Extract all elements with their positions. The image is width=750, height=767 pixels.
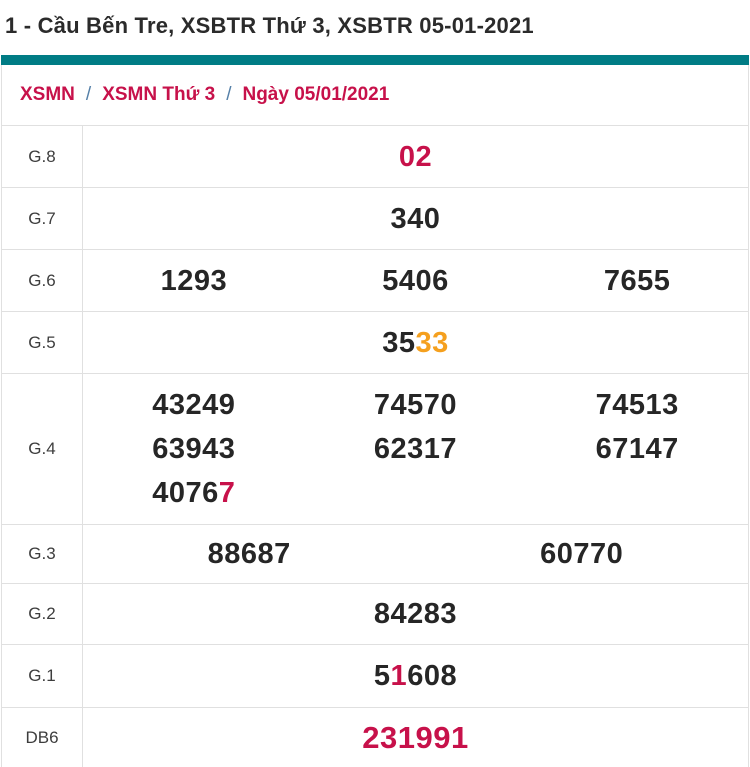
prize-label-g6: G.6: [2, 250, 83, 311]
prize-value-g5-black: 35: [382, 326, 416, 359]
prize-label-g2: G.2: [2, 584, 83, 644]
prize-value-g4-3: 74513: [595, 389, 679, 421]
prize-row-g1: G.1 5 1 608: [2, 645, 748, 708]
prize-label-g4: G.4: [2, 374, 83, 524]
prize-label-g5: G.5: [2, 312, 83, 373]
prize-value-g4-7-red: 7: [218, 477, 236, 509]
prize-row-g8: G.8 02: [2, 126, 748, 188]
prize-label-g1: G.1: [2, 645, 83, 707]
prize-row-g7: G.7 340: [2, 188, 748, 250]
prize-value-g4-7-black: 4076: [152, 477, 219, 509]
prize-label-g3: G.3: [2, 525, 83, 583]
prize-value-g1-seg1: 5: [373, 660, 391, 692]
prize-value-g8: 02: [398, 140, 433, 173]
breadcrumb: XSMN / XSMN Thứ 3 / Ngày 05/01/2021: [2, 65, 748, 126]
prize-label-g7: G.7: [2, 188, 83, 249]
prize-value-g2: 84283: [373, 598, 458, 630]
breadcrumb-link-xsmn[interactable]: XSMN: [20, 84, 75, 105]
prize-value-g6-2: 5406: [382, 264, 449, 297]
page-title: 1 - Cầu Bến Tre, XSBTR Thứ 3, XSBTR 05-0…: [5, 13, 534, 38]
breadcrumb-link-date[interactable]: Ngày 05/01/2021: [242, 84, 390, 105]
prize-value-g4-5: 62317: [373, 433, 458, 465]
prize-value-g5-orange: 33: [415, 326, 449, 359]
prize-value-g3-2: 60770: [540, 538, 624, 570]
breadcrumb-link-xsmn-thu3[interactable]: XSMN Thứ 3: [102, 84, 216, 105]
prize-row-g4: G.4 43249 74570 74513 63943 62317 67147 …: [2, 374, 748, 525]
prize-row-g2: G.2 84283: [2, 584, 748, 645]
breadcrumb-separator: /: [85, 84, 92, 105]
prize-value-g4-1: 43249: [152, 389, 236, 421]
lottery-results-table: XSMN / XSMN Thứ 3 / Ngày 05/01/2021 G.8 …: [1, 65, 749, 767]
prize-label-db6: DB6: [2, 708, 83, 767]
prize-value-g7: 340: [390, 202, 441, 235]
prize-value-g4-4: 63943: [152, 433, 236, 465]
prize-label-g8: G.8: [2, 126, 83, 187]
prize-value-g1-seg2: 1: [390, 660, 408, 692]
prize-row-db6: DB6 231991: [2, 708, 748, 767]
breadcrumb-separator: /: [226, 84, 232, 105]
prize-row-g6: G.6 1293 5406 7655: [2, 250, 748, 312]
prize-value-g3-1: 88687: [207, 538, 291, 570]
prize-row-g5: G.5 35 33: [2, 312, 748, 374]
prize-row-g3: G.3 88687 60770: [2, 525, 748, 584]
prize-value-g4-2: 74570: [373, 389, 458, 421]
prize-value-g6-3: 7655: [603, 264, 671, 297]
prize-value-db6: 231991: [362, 719, 469, 755]
prize-value-g6-1: 1293: [160, 264, 228, 297]
prize-value-g4-6: 67147: [595, 433, 679, 465]
prize-value-g1-seg3: 608: [407, 660, 458, 692]
accent-bar: [1, 55, 749, 65]
